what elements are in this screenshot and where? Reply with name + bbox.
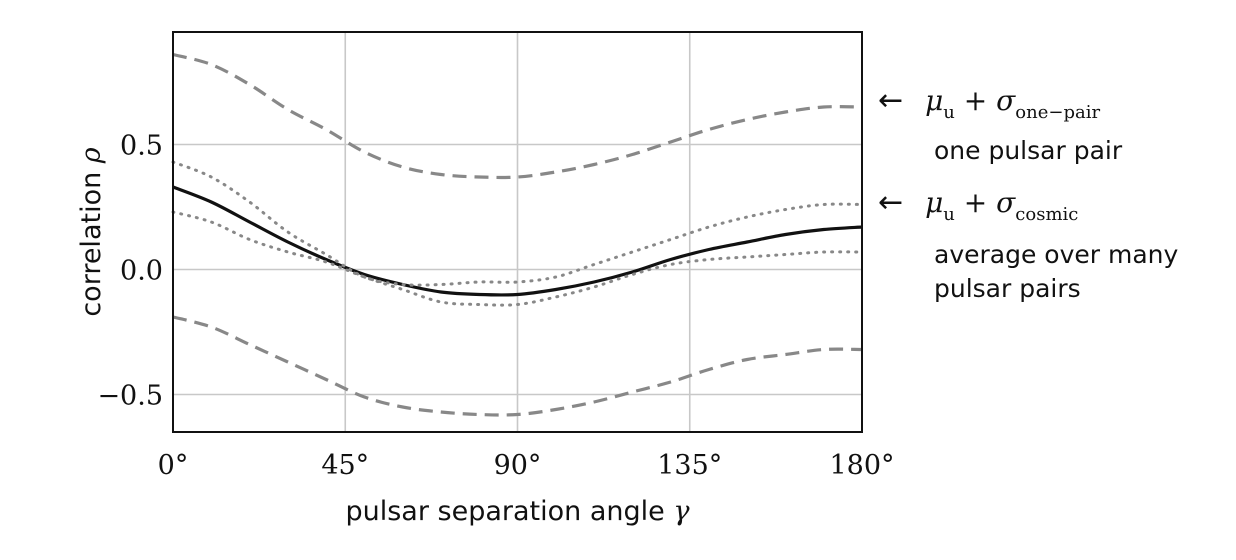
series-line-dotted-4 bbox=[171, 210, 864, 307]
plot-frame bbox=[172, 31, 863, 433]
series-line-dotted-3 bbox=[171, 160, 864, 287]
x-tick-label: 0° bbox=[158, 450, 189, 481]
annotation-cosmic-caption-line1: average over many bbox=[934, 240, 1179, 269]
x-tick-label: 135° bbox=[657, 450, 722, 481]
series-line-dashed-2 bbox=[172, 315, 863, 417]
x-tick-label: 45° bbox=[321, 450, 369, 481]
formula-cosmic: μu + σcosmic bbox=[925, 186, 1079, 225]
x-tick-label: 90° bbox=[494, 450, 542, 481]
arrow-left-icon: ← bbox=[878, 83, 904, 118]
y-tick-label: −0.5 bbox=[97, 381, 163, 412]
y-tick-label: 0.0 bbox=[120, 256, 163, 287]
annotation-cosmic-caption-line2: pulsar pairs bbox=[934, 274, 1081, 303]
x-axis-label: pulsar separation angle γ bbox=[345, 496, 690, 527]
y-tick-label: 0.5 bbox=[120, 131, 163, 162]
annotation-one-pair-caption: one pulsar pair bbox=[934, 136, 1123, 165]
y-axis-label: correlation ρ bbox=[76, 147, 107, 316]
arrow-left-icon: ← bbox=[878, 185, 904, 220]
series-line-solid-0 bbox=[172, 185, 863, 297]
annotation-cosmic: ← μu + σcosmic average over many pulsar … bbox=[878, 186, 1178, 306]
annotation-cosmic-formula: ← μu + σcosmic bbox=[878, 186, 1178, 232]
tick-labels: 0° 45° 90° 135° 180° −0.5 0.0 0.5 bbox=[97, 131, 894, 482]
annotation-one-pair: ← μu + σone−pair one pulsar pair bbox=[878, 84, 1122, 168]
formula-one-pair: μu + σone−pair bbox=[925, 84, 1101, 123]
grid-lines bbox=[173, 32, 862, 432]
annotation-one-pair-formula: ← μu + σone−pair bbox=[878, 84, 1122, 130]
x-tick-label: 180° bbox=[829, 450, 894, 481]
series-layer bbox=[171, 52, 864, 417]
